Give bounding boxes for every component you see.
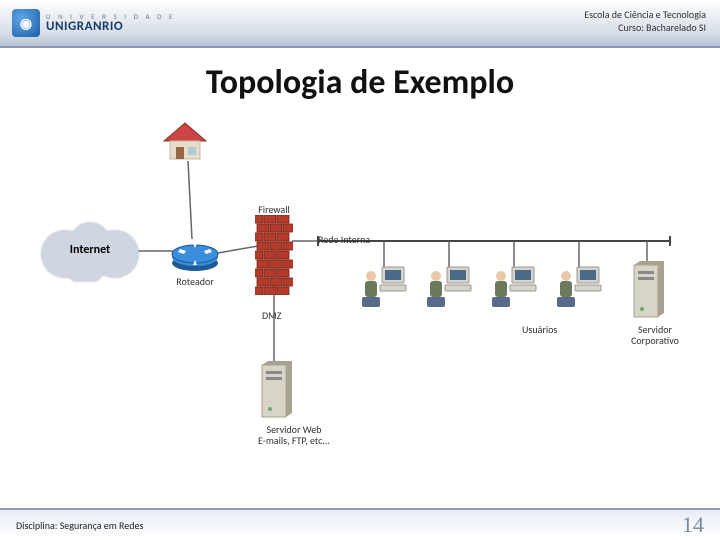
globe-icon: ◉ (12, 9, 40, 37)
node-house (160, 121, 210, 161)
diagram-label-users_lbl: Usuários (522, 323, 557, 336)
cloud-icon: Internet (40, 221, 140, 281)
diagram-label-dmz_lbl: DMZ (262, 309, 281, 322)
discipline-label: Disciplina: Segurança em Redes (16, 519, 143, 532)
router-icon (170, 239, 220, 273)
workstation-icon (555, 261, 603, 309)
logo: ◉ U N I V E R S I D A D E UNIGRANRIO (12, 9, 175, 37)
workstation-icon (490, 261, 538, 309)
workstation-icon (360, 261, 408, 309)
server-icon (630, 261, 664, 321)
node-ws4 (555, 261, 603, 309)
logo-name: UNIGRANRIO (46, 20, 175, 33)
server-icon (258, 361, 292, 421)
slide-title: Topologia de Exemplo (0, 62, 720, 103)
node-ws3 (490, 261, 538, 309)
node-internet: Internet (40, 221, 140, 281)
slide-header: ◉ U N I V E R S I D A D E UNIGRANRIO Esc… (0, 0, 720, 48)
node-ws2 (425, 261, 473, 309)
course-label: Curso: Bacharelado SI (584, 21, 706, 34)
network-diagram: Internet Roteador Firewall DMZ Servidor Web … (40, 121, 680, 461)
node-webserver: Servidor Web E-mails, FTP, etc... (258, 361, 330, 446)
school-label: Escola de Ciência e Tecnologia (584, 8, 706, 21)
firewall-icon (255, 215, 293, 295)
node-corp: Servidor Corporativo (630, 261, 680, 346)
house-icon (160, 121, 210, 161)
node-router: Roteador (170, 239, 220, 287)
slide-footer: Disciplina: Segurança em Redes 14 (0, 508, 720, 540)
node-ws1 (360, 261, 408, 309)
header-meta: Escola de Ciência e Tecnologia Curso: Ba… (584, 8, 706, 34)
workstation-icon (425, 261, 473, 309)
node-firewall: Firewall (255, 201, 293, 295)
diagram-label-rede_lbl: Rede Interna (318, 233, 370, 246)
page-number: 14 (682, 512, 704, 538)
